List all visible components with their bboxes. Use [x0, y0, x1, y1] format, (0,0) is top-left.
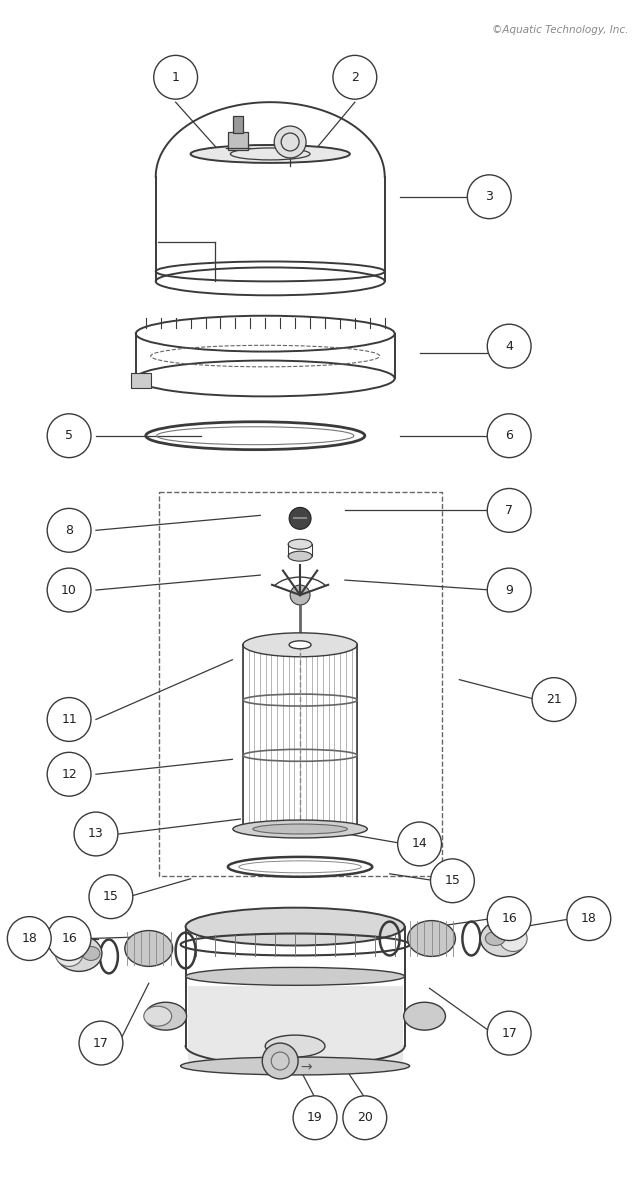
Circle shape — [467, 175, 511, 218]
Text: 16: 16 — [501, 912, 517, 925]
Bar — [131, 373, 151, 389]
Ellipse shape — [404, 1002, 445, 1030]
Circle shape — [274, 126, 306, 158]
Circle shape — [487, 324, 531, 368]
Circle shape — [487, 1012, 531, 1055]
Ellipse shape — [181, 1057, 410, 1075]
Text: 11: 11 — [62, 713, 77, 726]
Circle shape — [431, 859, 474, 902]
Ellipse shape — [243, 632, 357, 656]
Circle shape — [397, 822, 442, 866]
Ellipse shape — [145, 1002, 187, 1030]
Ellipse shape — [291, 643, 309, 650]
Text: 14: 14 — [412, 838, 428, 851]
Ellipse shape — [288, 539, 312, 550]
Ellipse shape — [253, 824, 347, 834]
Text: 17: 17 — [501, 1027, 517, 1039]
Text: 7: 7 — [505, 504, 513, 517]
Circle shape — [487, 488, 531, 533]
Circle shape — [47, 752, 91, 796]
Ellipse shape — [56, 936, 102, 971]
Text: 2: 2 — [351, 71, 359, 84]
Text: 21: 21 — [546, 694, 562, 706]
Text: 4: 4 — [505, 340, 513, 353]
Circle shape — [74, 812, 118, 856]
Circle shape — [289, 508, 311, 529]
Text: 5: 5 — [65, 430, 73, 443]
Circle shape — [47, 917, 91, 960]
Ellipse shape — [125, 930, 172, 966]
Circle shape — [262, 1043, 298, 1079]
Ellipse shape — [289, 641, 311, 649]
Text: 10: 10 — [61, 583, 77, 596]
Text: 6: 6 — [505, 430, 513, 443]
Circle shape — [47, 568, 91, 612]
Ellipse shape — [144, 1007, 172, 1026]
Text: 13: 13 — [88, 828, 104, 840]
Ellipse shape — [82, 947, 100, 960]
Circle shape — [487, 896, 531, 941]
Text: ©Aquatic Technology, Inc.: ©Aquatic Technology, Inc. — [492, 24, 629, 35]
Text: 15: 15 — [444, 875, 460, 887]
Circle shape — [293, 1096, 337, 1140]
Text: 16: 16 — [62, 932, 77, 946]
Ellipse shape — [186, 967, 404, 985]
Circle shape — [47, 414, 91, 457]
Text: 1: 1 — [172, 71, 179, 84]
Text: ←: ← — [271, 1060, 282, 1074]
Text: 18: 18 — [21, 932, 37, 946]
Text: 17: 17 — [93, 1037, 109, 1050]
Text: 3: 3 — [485, 191, 493, 203]
Bar — [233, 116, 244, 133]
Ellipse shape — [233, 820, 367, 838]
Circle shape — [7, 917, 51, 960]
Ellipse shape — [190, 145, 350, 163]
Text: 12: 12 — [62, 768, 77, 781]
Circle shape — [532, 678, 576, 721]
Ellipse shape — [186, 907, 404, 946]
Circle shape — [487, 568, 531, 612]
Text: →: → — [300, 1060, 312, 1074]
Circle shape — [79, 1021, 123, 1064]
Text: 9: 9 — [505, 583, 513, 596]
Circle shape — [47, 697, 91, 742]
Text: 8: 8 — [65, 524, 73, 536]
Text: 18: 18 — [581, 912, 597, 925]
Ellipse shape — [265, 1036, 325, 1057]
Ellipse shape — [485, 931, 505, 946]
Circle shape — [47, 509, 91, 552]
Ellipse shape — [408, 920, 455, 956]
Bar — [159, 492, 442, 876]
Text: 19: 19 — [307, 1111, 323, 1124]
Circle shape — [333, 55, 377, 100]
Ellipse shape — [288, 551, 312, 562]
Text: 20: 20 — [357, 1111, 373, 1124]
Circle shape — [154, 55, 197, 100]
Bar — [188, 986, 403, 1066]
Circle shape — [487, 414, 531, 457]
Circle shape — [290, 586, 310, 605]
Ellipse shape — [499, 925, 527, 952]
Text: 15: 15 — [103, 890, 119, 904]
Ellipse shape — [55, 941, 83, 966]
Circle shape — [89, 875, 133, 919]
Bar — [243, 644, 357, 829]
Ellipse shape — [480, 920, 526, 956]
Polygon shape — [228, 132, 248, 150]
Circle shape — [567, 896, 611, 941]
Circle shape — [343, 1096, 387, 1140]
